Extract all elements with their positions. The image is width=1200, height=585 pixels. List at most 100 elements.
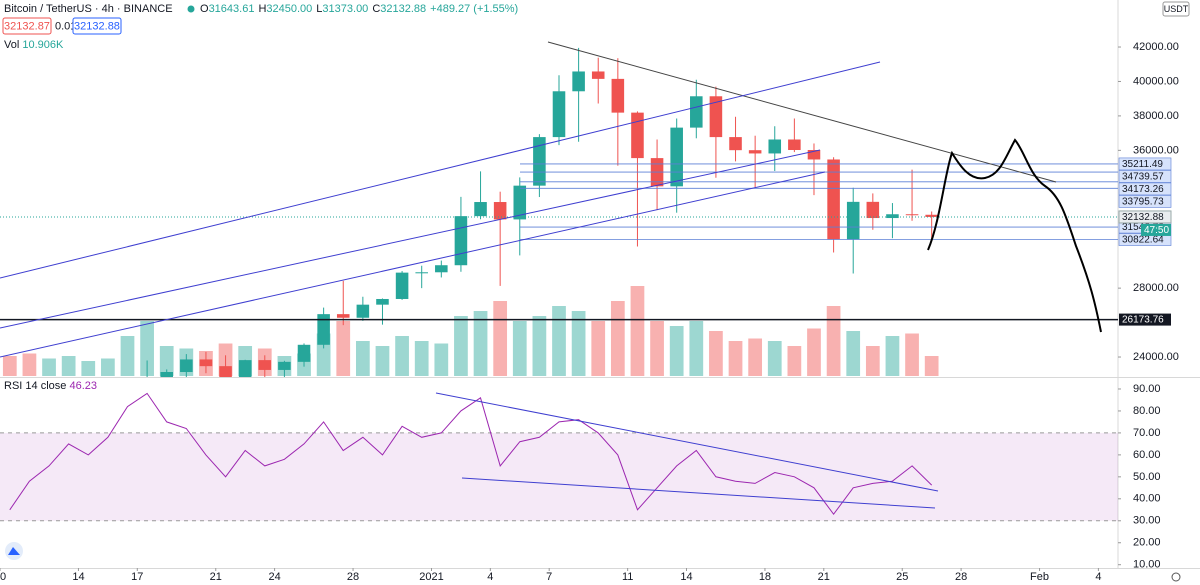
candle-body: [572, 71, 585, 92]
candle-body: [729, 137, 742, 151]
rsi-band: [0, 432, 1118, 521]
volume-bar: [630, 286, 645, 376]
trend-line: [547, 41, 1057, 183]
candle-body: [160, 372, 173, 377]
candle-body: [690, 96, 703, 128]
buy-button[interactable]: [72, 17, 122, 35]
candle-body: [180, 359, 193, 373]
level-label-box: [1118, 170, 1172, 183]
volume-bar: [434, 343, 449, 376]
candle-body: [591, 71, 605, 79]
rsi-pane: [0, 392, 1118, 522]
sell-price[interactable]: 32132.87: [4, 20, 50, 32]
volume-bar: [610, 301, 625, 376]
candle-body: [454, 216, 468, 266]
candle-body: [670, 127, 683, 187]
candle-body: [317, 314, 330, 345]
x-tick-label: 25: [896, 571, 908, 583]
level-label-box: [1118, 182, 1172, 196]
candle-body: [807, 150, 821, 160]
rsi-tick-label: 30.00: [1133, 515, 1161, 527]
candle-body: [925, 214, 938, 217]
currency[interactable]: USDT: [1164, 4, 1189, 14]
settings-icon[interactable]: [1171, 572, 1181, 582]
level-label: 34173.26: [1122, 184, 1164, 195]
candle-body: [886, 214, 899, 219]
symbol-name: Bitcoin / TetherUS: [4, 3, 92, 15]
volume-legend: Vol 10.906K: [4, 39, 64, 51]
y-tick-label: 38000.00: [1133, 110, 1179, 122]
volume-bar: [865, 346, 880, 376]
volume-bar: [571, 311, 586, 376]
countdown-box: [1141, 223, 1171, 236]
candle-body: [905, 214, 919, 216]
axes: 35211.4934739.5734173.2633795.7331546.76…: [0, 41, 1179, 583]
volume-bar: [375, 346, 390, 376]
rsi-trend-line: [461, 477, 936, 509]
interval: 4h: [102, 3, 114, 15]
volume-bar: [709, 331, 723, 376]
rsi-tick-label: 70.00: [1133, 427, 1161, 439]
volume-bar: [591, 321, 606, 376]
volume-bar: [22, 353, 37, 376]
x-tick-label: 17: [131, 571, 143, 583]
rsi-tick-label: 50.00: [1133, 471, 1161, 483]
candle-body: [297, 344, 311, 362]
ohlc-key: O: [200, 3, 209, 15]
ohlc-key: L: [316, 3, 322, 15]
ohlc-values: O31643.61 H32450.00 L31373.00 C32132.88 +489…: [200, 3, 518, 15]
level-label-box: [1118, 157, 1172, 171]
support-label-box: [1119, 313, 1171, 326]
exchange: BINANCE: [124, 3, 173, 15]
candle-body: [415, 272, 428, 274]
volume-bar: [846, 331, 861, 376]
rsi-tick-label: 10.00: [1133, 559, 1161, 571]
channel-line: [0, 149, 821, 329]
rsi-params: 14 close: [25, 380, 66, 392]
volume-bar: [885, 336, 900, 376]
volume-bar: [650, 321, 664, 376]
rsi-tick-label: 60.00: [1133, 449, 1161, 461]
candle-body: [513, 185, 527, 220]
channel-line: [0, 61, 881, 279]
candle-body: [533, 137, 546, 186]
candle-body: [768, 139, 782, 154]
candle-body: [219, 366, 232, 377]
status-dot: [187, 5, 195, 13]
volume-bar: [2, 356, 17, 376]
candle-body: [552, 91, 566, 138]
volume-bar: [532, 316, 547, 376]
logo-mark: [8, 547, 20, 555]
support-label: 26173.76: [1122, 315, 1164, 326]
buy-price[interactable]: 32132.88: [74, 20, 120, 32]
currency-badge[interactable]: [1162, 1, 1190, 17]
candle-body: [336, 314, 350, 318]
y-tick-label: 36000.00: [1133, 144, 1179, 156]
level-label: 33795.73: [1122, 197, 1164, 208]
volume-value: 10.906K: [22, 39, 64, 51]
volume-bar: [140, 321, 154, 376]
sell-button[interactable]: [2, 17, 52, 35]
candle-body: [376, 298, 389, 305]
ohlc-key: C: [372, 3, 380, 15]
volume-bar: [395, 336, 409, 376]
hand-drawn-projection: [927, 138, 1102, 333]
symbol: Bitcoin / TetherUS · 4h · BINANCE: [4, 3, 173, 15]
volume-bar: [414, 341, 429, 376]
x-tick-label: 4: [487, 571, 493, 583]
candle-body: [748, 150, 762, 154]
level-label-box: [1118, 195, 1172, 208]
candle-body: [493, 202, 507, 220]
x-tick-label: 10: [0, 571, 6, 583]
x-tick-label: 11: [622, 571, 633, 583]
volume-bar: [355, 341, 370, 376]
rsi-tick-label: 80.00: [1133, 405, 1161, 417]
volume-bar: [336, 321, 351, 376]
price-pane: [0, 47, 1118, 377]
volume-bar: [787, 346, 802, 376]
ohlc-value: 31643.61: [209, 3, 255, 15]
x-tick-label: 14: [680, 571, 692, 583]
candle-body: [788, 139, 801, 151]
x-tick-label: 28: [955, 571, 967, 583]
